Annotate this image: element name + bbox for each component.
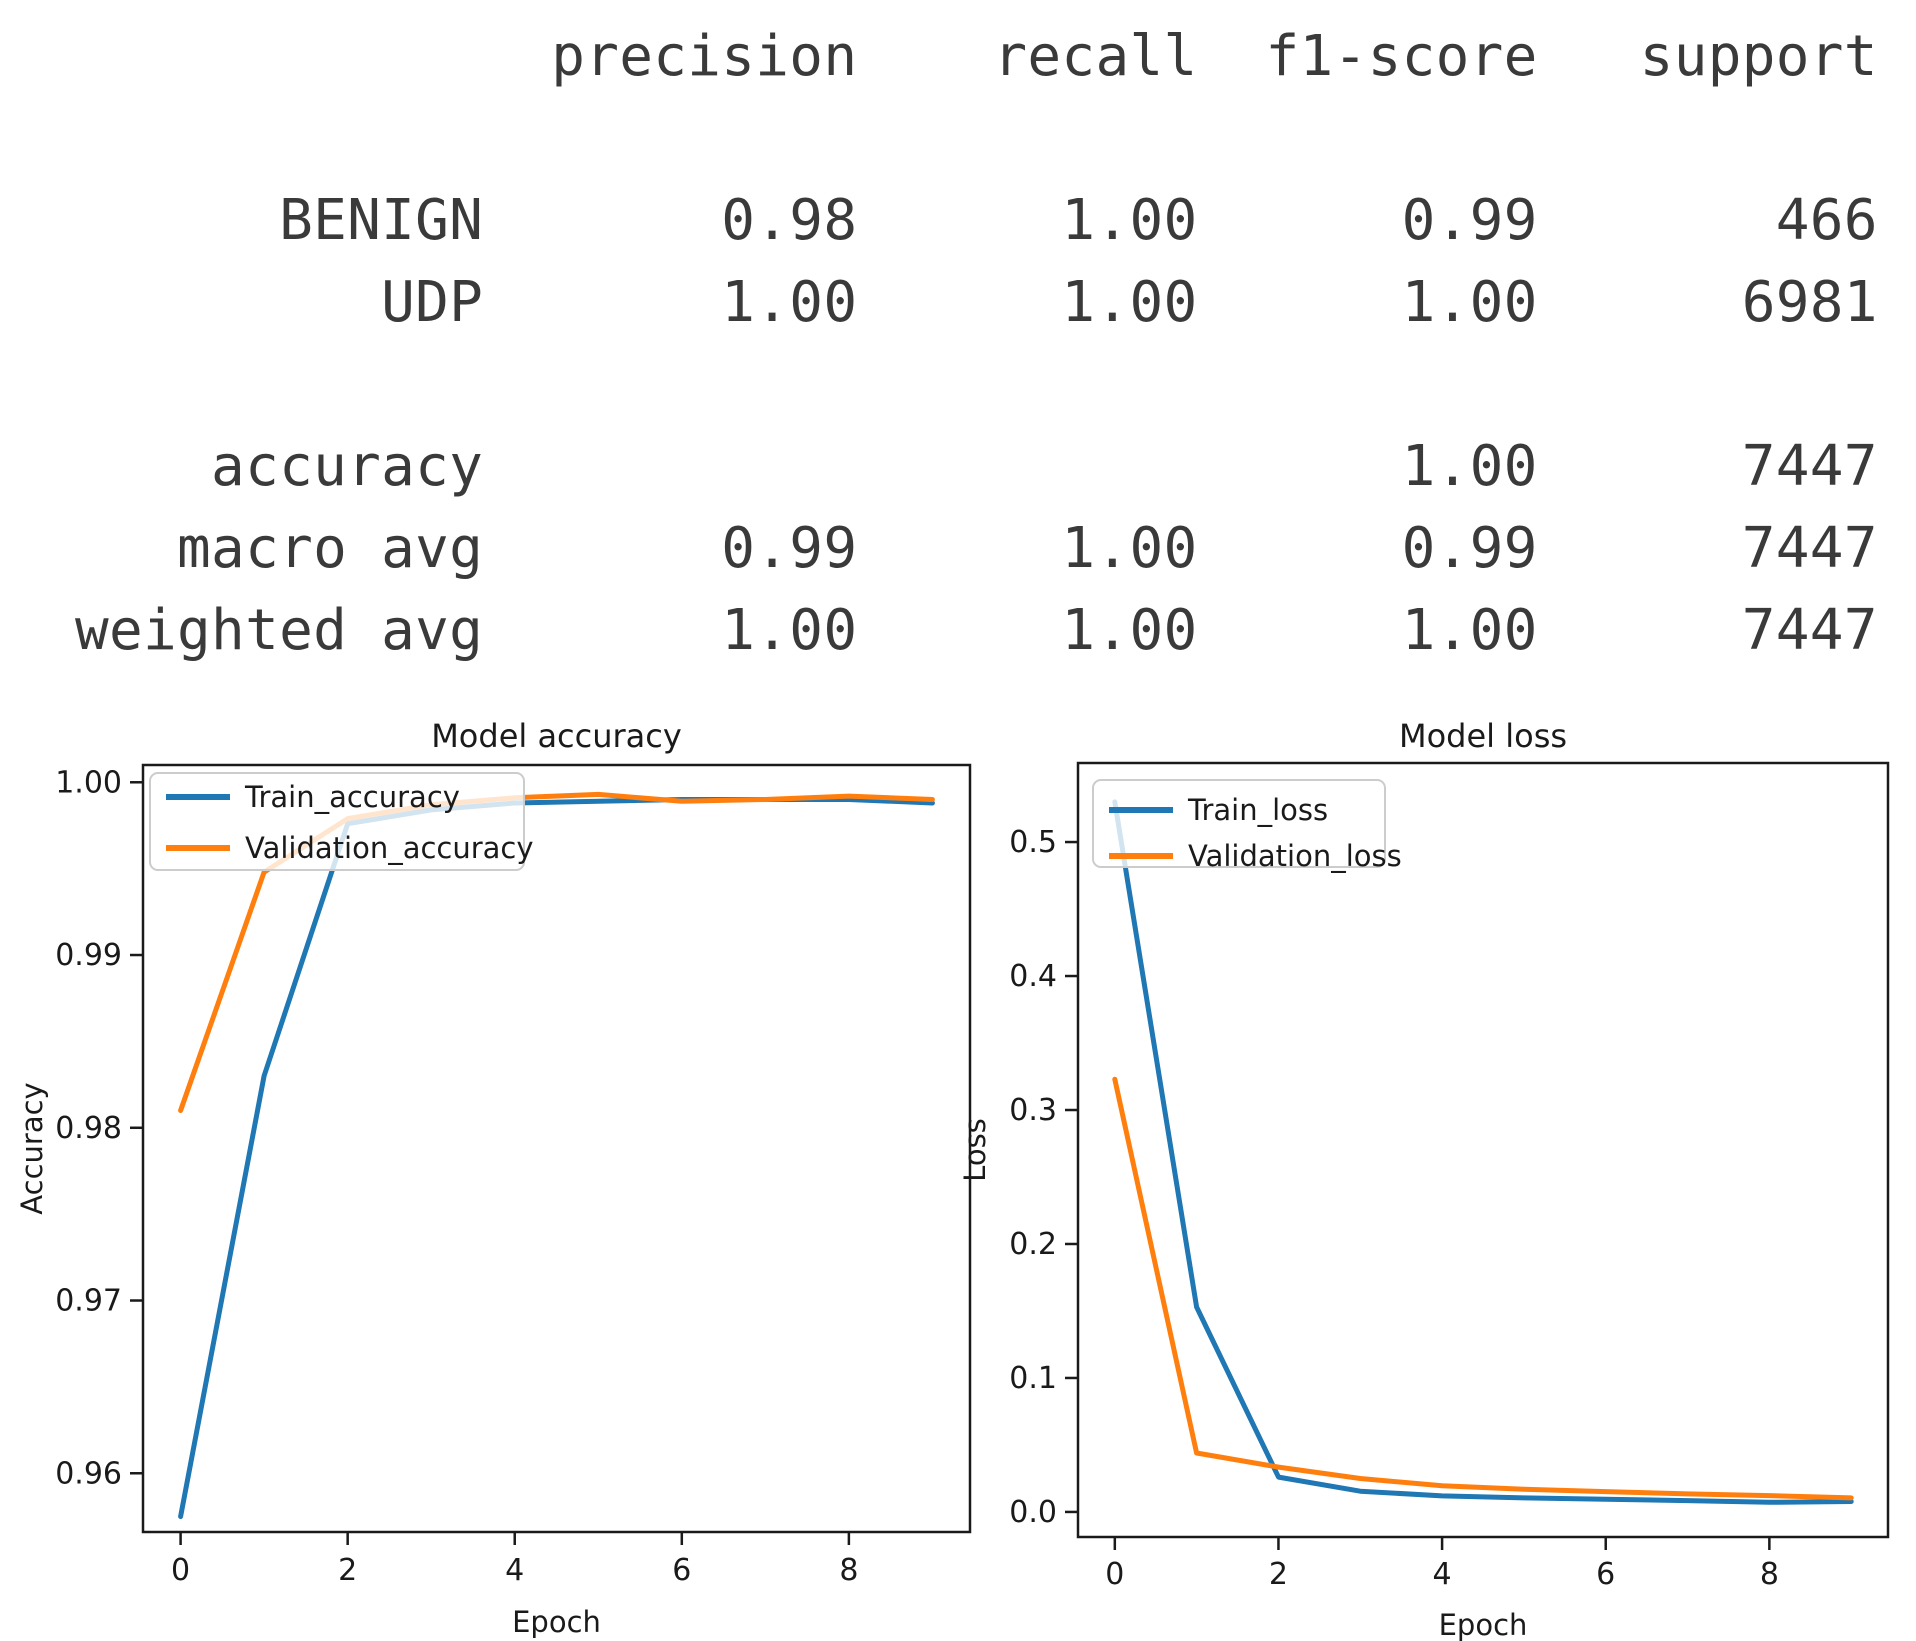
classification-report: precision recall f1-score support BENIGN… — [75, 24, 1878, 663]
legend — [149, 772, 525, 871]
y-tick-label: 0.1 — [1009, 1361, 1057, 1396]
y-tick-label: 0.3 — [1009, 1093, 1057, 1128]
x-tick-label: 2 — [1269, 1557, 1288, 1592]
y-tick-label: 0.96 — [55, 1456, 122, 1491]
x-tick-label: 8 — [839, 1553, 858, 1588]
legend-label: Validation_accuracy — [245, 831, 534, 865]
x-tick-label: 6 — [672, 1553, 691, 1588]
accuracy-chart: Model accuracy 0 2 4 6 8 1.00 0.99 0.98 0.97 0.96 E… — [15, 717, 972, 1639]
y-tick-label: 0.97 — [55, 1284, 122, 1319]
x-tick-label: 0 — [171, 1553, 190, 1588]
plot-frame — [141, 763, 972, 1534]
y-tick-label: 0.5 — [1009, 825, 1057, 860]
x-tick-label: 0 — [1105, 1557, 1124, 1592]
chart-title: Model accuracy — [431, 717, 682, 755]
legend — [1092, 779, 1386, 868]
y-axis-label: Loss — [958, 1118, 992, 1182]
x-tick-label: 8 — [1760, 1557, 1779, 1592]
legend-label: Train_loss — [1187, 793, 1328, 827]
y-tick-label: 0.2 — [1009, 1227, 1057, 1262]
series-line-train_accuracy — [178, 797, 935, 1519]
plot-frame — [1076, 761, 1890, 1539]
x-tick-label: 4 — [1433, 1557, 1452, 1592]
chart-title: Model loss — [1399, 717, 1567, 755]
legend-label: Validation_loss — [1188, 839, 1402, 873]
series-line-validation_loss — [1112, 1076, 1854, 1501]
y-tick-label: 0.4 — [1009, 959, 1057, 994]
x-axis-label: Epoch — [512, 1605, 601, 1639]
y-tick-label: 0.99 — [55, 938, 122, 973]
legend-label: Train_accuracy — [244, 780, 460, 814]
x-tick-label: 4 — [505, 1553, 524, 1588]
x-tick-label: 6 — [1596, 1557, 1615, 1592]
loss-chart: Model loss 0 2 4 6 8 0.5 0.4 0.3 0.2 0.1 0.0 Epoch Lo… — [958, 717, 1890, 1641]
y-tick-label: 0.0 — [1009, 1495, 1057, 1530]
y-tick-label: 1.00 — [55, 765, 122, 800]
y-axis-label: Accuracy — [15, 1082, 49, 1214]
series-line-train_loss — [1112, 799, 1854, 1505]
x-tick-label: 2 — [338, 1553, 357, 1588]
y-tick-label: 0.98 — [55, 1111, 122, 1146]
x-axis-label: Epoch — [1439, 1608, 1528, 1641]
